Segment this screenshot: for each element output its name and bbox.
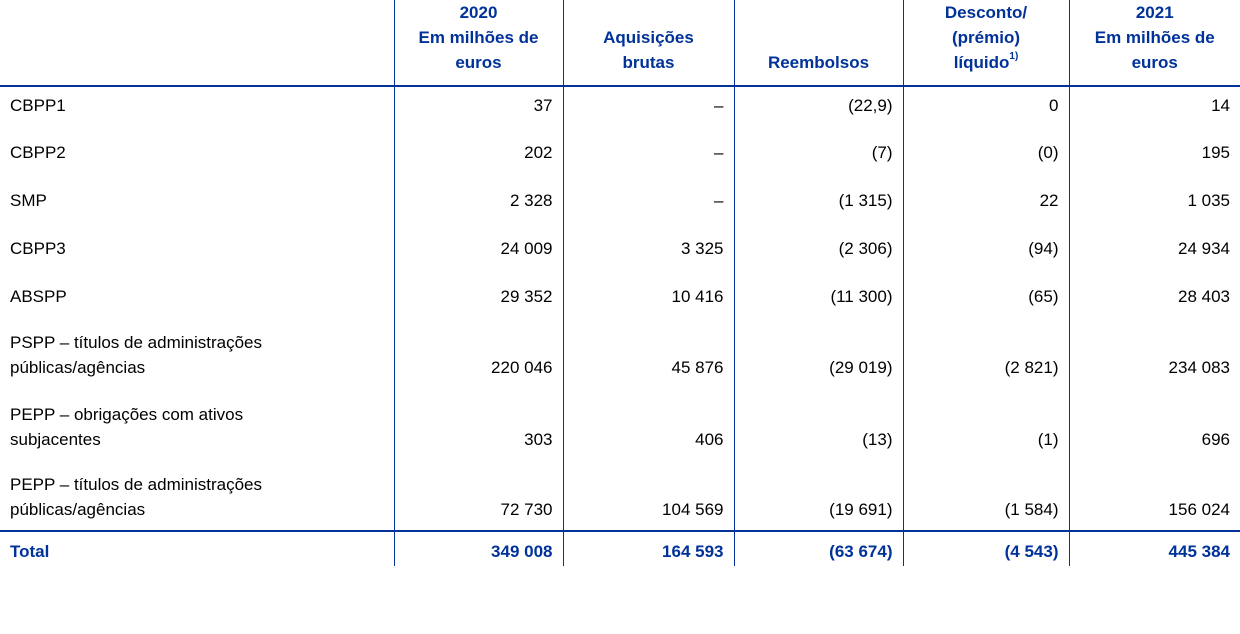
header-empty-cell bbox=[0, 0, 394, 87]
header-gross-acquisitions: Aquisições brutas bbox=[562, 0, 734, 87]
table-row: PEPP – títulos de administrações públicas… bbox=[0, 460, 1240, 531]
table-body: CBPP1 37 – (22,9) 0 14 CBPP2 202 – (7) (… bbox=[0, 86, 1240, 566]
header-2021-year: 2021 bbox=[1135, 3, 1174, 22]
total-discount: (4 543) bbox=[902, 530, 1069, 566]
header-reimb-line-1: Reembolsos bbox=[767, 53, 870, 72]
cell-acquisitions: – bbox=[562, 173, 734, 221]
footnote-marker: 1) bbox=[1009, 51, 1019, 62]
cell-2020: 202 bbox=[393, 126, 563, 173]
row-label: CBPP1 bbox=[10, 96, 66, 115]
header-disc-line-1: Desconto/ bbox=[944, 3, 1028, 22]
cell-2020: 2 328 bbox=[393, 173, 563, 221]
total-reimbursements: (63 674) bbox=[733, 530, 903, 566]
cell-2020: 72 730 bbox=[393, 460, 563, 531]
cell-acquisitions: 10 416 bbox=[562, 269, 734, 317]
securities-holdings-table: 2020 Em milhões de euros Aquisições brut… bbox=[0, 0, 1240, 566]
cell-2020: 29 352 bbox=[393, 269, 563, 317]
cell-2021: 156 024 bbox=[1068, 460, 1240, 531]
cell-discount: 0 bbox=[902, 86, 1069, 126]
cell-acquisitions: – bbox=[562, 126, 734, 173]
table-row: ABSPP 29 352 10 416 (11 300) (65) 28 403 bbox=[0, 269, 1240, 317]
total-2021: 445 384 bbox=[1068, 530, 1240, 566]
cell-acquisitions: 45 876 bbox=[562, 317, 734, 388]
header-disc-line-3: líquido bbox=[953, 53, 1010, 72]
cell-reimbursements: (2 306) bbox=[733, 221, 903, 269]
row-label: CBPP3 bbox=[10, 239, 66, 258]
total-row: Total 349 008 164 593 (63 674) (4 543) 4… bbox=[0, 530, 1240, 566]
cell-2020: 24 009 bbox=[393, 221, 563, 269]
row-label: SMP bbox=[10, 191, 47, 210]
row-label: CBPP2 bbox=[10, 143, 66, 162]
cell-2021: 14 bbox=[1068, 86, 1240, 126]
table-row: CBPP2 202 – (7) (0) 195 bbox=[0, 126, 1240, 173]
header-2021-unit-1: Em milhões de bbox=[1094, 28, 1215, 47]
cell-reimbursements: (7) bbox=[733, 126, 903, 173]
table-row: PEPP – obrigações com ativos subjacentes … bbox=[0, 388, 1240, 460]
cell-2020: 303 bbox=[393, 388, 563, 460]
table-row: CBPP1 37 – (22,9) 0 14 bbox=[0, 86, 1240, 126]
cell-reimbursements: (11 300) bbox=[733, 269, 903, 317]
cell-2021: 1 035 bbox=[1068, 173, 1240, 221]
cell-discount: (1 584) bbox=[902, 460, 1069, 531]
cell-acquisitions: 104 569 bbox=[562, 460, 734, 531]
cell-2021: 24 934 bbox=[1068, 221, 1240, 269]
cell-discount: (94) bbox=[902, 221, 1069, 269]
cell-discount: (2 821) bbox=[902, 317, 1069, 388]
row-label: PEPP – obrigações com ativos subjacentes bbox=[10, 405, 244, 449]
cell-2021: 28 403 bbox=[1068, 269, 1240, 317]
cell-discount: (65) bbox=[902, 269, 1069, 317]
header-2021: 2021 Em milhões de euros bbox=[1068, 0, 1240, 87]
table-row: CBPP3 24 009 3 325 (2 306) (94) 24 934 bbox=[0, 221, 1240, 269]
cell-2021: 195 bbox=[1068, 126, 1240, 173]
table-header: 2020 Em milhões de euros Aquisições brut… bbox=[0, 0, 1240, 87]
cell-discount: 22 bbox=[902, 173, 1069, 221]
table-row: SMP 2 328 – (1 315) 22 1 035 bbox=[0, 173, 1240, 221]
cell-2020: 220 046 bbox=[393, 317, 563, 388]
header-2020-unit-1: Em milhões de bbox=[418, 28, 539, 47]
cell-acquisitions: 3 325 bbox=[562, 221, 734, 269]
cell-reimbursements: (22,9) bbox=[733, 86, 903, 126]
header-reimbursements: Reembolsos bbox=[733, 0, 903, 87]
cell-discount: (0) bbox=[902, 126, 1069, 173]
row-label: PEPP – títulos de administrações públicas… bbox=[10, 475, 262, 519]
cell-2021: 696 bbox=[1068, 388, 1240, 460]
row-label: PSPP – títulos de administrações públicas… bbox=[10, 333, 262, 377]
header-2021-unit-2: euros bbox=[1131, 53, 1178, 72]
header-2020-year: 2020 bbox=[459, 3, 498, 22]
header-2020-unit-2: euros bbox=[455, 53, 502, 72]
total-label: Total bbox=[0, 530, 394, 566]
table-row: PSPP – títulos de administrações públicas… bbox=[0, 317, 1240, 388]
cell-reimbursements: (1 315) bbox=[733, 173, 903, 221]
header-2020: 2020 Em milhões de euros bbox=[393, 0, 563, 87]
header-disc-line-2: (prémio) bbox=[952, 28, 1020, 47]
cell-acquisitions: – bbox=[562, 86, 734, 126]
cell-reimbursements: (13) bbox=[733, 388, 903, 460]
cell-discount: (1) bbox=[902, 388, 1069, 460]
cell-reimbursements: (19 691) bbox=[733, 460, 903, 531]
header-acq-line-1: Aquisições bbox=[603, 28, 694, 47]
header-acq-line-2: brutas bbox=[622, 53, 675, 72]
cell-2021: 234 083 bbox=[1068, 317, 1240, 388]
header-discount: Desconto/ (prémio) líquido1) bbox=[902, 0, 1069, 87]
row-label: ABSPP bbox=[10, 287, 67, 306]
cell-2020: 37 bbox=[393, 86, 563, 126]
cell-reimbursements: (29 019) bbox=[733, 317, 903, 388]
total-2020: 349 008 bbox=[393, 530, 563, 566]
total-acquisitions: 164 593 bbox=[562, 530, 734, 566]
cell-acquisitions: 406 bbox=[562, 388, 734, 460]
